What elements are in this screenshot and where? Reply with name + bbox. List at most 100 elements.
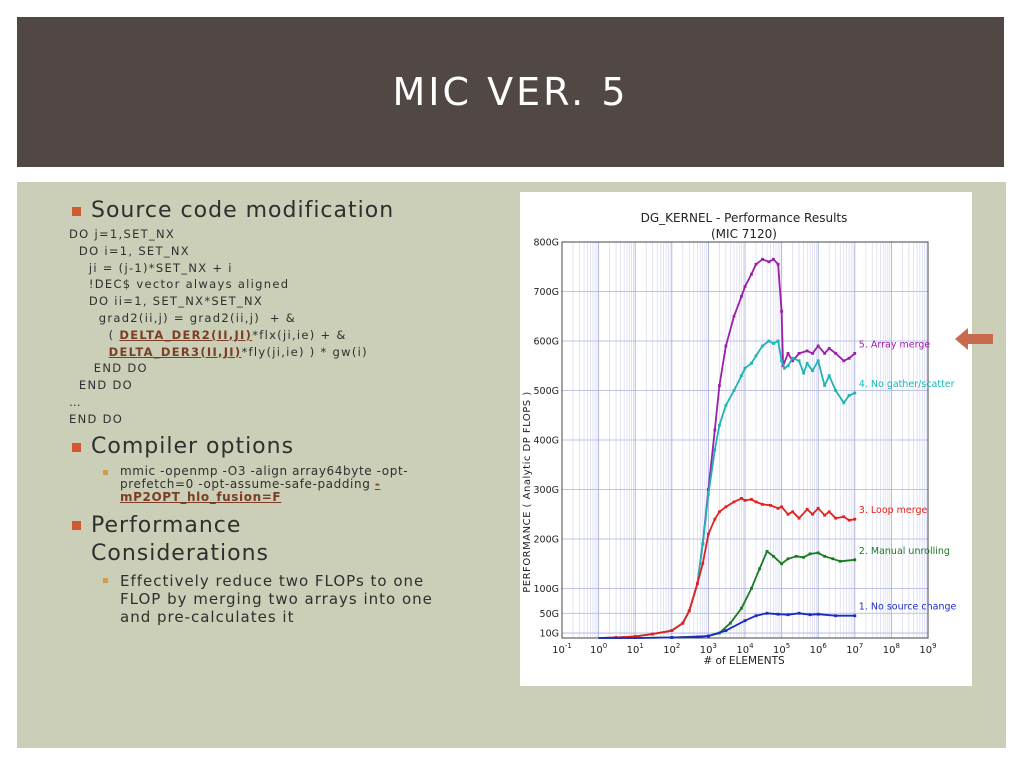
code-line: DO i=1, SET_NX xyxy=(69,243,492,260)
x-axis-label: # of ELEMENTS xyxy=(703,655,785,667)
data-point xyxy=(754,614,758,618)
data-point xyxy=(823,384,827,387)
data-point xyxy=(811,351,814,355)
code-text: ji = (j-1)*SET_NX + i xyxy=(69,260,233,275)
data-point xyxy=(718,423,721,427)
data-point xyxy=(718,510,721,514)
series-line xyxy=(598,497,855,639)
data-point xyxy=(816,506,820,510)
data-point xyxy=(780,562,783,566)
series-line xyxy=(598,612,855,639)
data-point xyxy=(769,503,772,507)
data-point xyxy=(776,612,780,616)
data-point xyxy=(797,359,801,363)
square-bullet-icon xyxy=(72,442,81,452)
code-text: END DO xyxy=(69,361,148,376)
bullet-performance-label: Performance Considerations xyxy=(91,512,269,566)
data-point xyxy=(713,448,717,452)
data-point xyxy=(797,611,801,615)
data-point xyxy=(847,518,851,522)
data-point xyxy=(823,351,827,355)
data-point xyxy=(724,403,728,407)
x-tick-label: 109 xyxy=(919,642,936,656)
code-line: grad2(ii,j) = grad2(ii,j) + & xyxy=(69,310,492,327)
data-point xyxy=(718,384,721,387)
code-text: ( xyxy=(69,327,120,342)
data-point xyxy=(740,295,743,298)
data-point xyxy=(786,351,790,355)
data-point xyxy=(776,339,780,343)
data-point xyxy=(808,552,812,556)
code-highlight: DELTA_DER3(II,JI) xyxy=(108,344,242,359)
data-point xyxy=(743,366,747,370)
code-block: DO j=1,SET_NX DO i=1, SET_NX ji = (j-1)*… xyxy=(69,226,492,428)
data-point xyxy=(853,351,857,355)
data-point xyxy=(834,516,838,520)
data-point xyxy=(847,356,851,360)
data-point xyxy=(786,364,790,368)
code-text: END DO xyxy=(69,411,124,426)
y-tick-label: 600G xyxy=(534,337,560,348)
data-point xyxy=(816,551,820,555)
data-point xyxy=(823,554,827,558)
code-line: !DEC$ vector always aligned xyxy=(69,276,492,293)
compiler-options-text: mmic -openmp -O3 -align array64byte -opt… xyxy=(120,463,453,504)
data-point xyxy=(842,515,846,519)
data-point xyxy=(853,558,857,562)
square-bullet-icon xyxy=(72,520,81,530)
data-point xyxy=(853,614,857,618)
data-point xyxy=(791,510,795,514)
data-point xyxy=(701,562,705,566)
data-point xyxy=(776,506,780,510)
code-text: grad2(ii,j) = grad2(ii,j) + & xyxy=(69,310,297,325)
y-axis-label: PERFORMANCE ( Analytic DP FLOPS ) xyxy=(522,391,533,592)
chart-panel: DG_KERNEL - Performance Results (MIC 712… xyxy=(520,192,972,686)
data-point xyxy=(732,314,736,318)
data-point xyxy=(791,356,795,360)
y-tick-label: 200G xyxy=(534,535,560,546)
data-point xyxy=(811,512,814,516)
series-label: 1. No source change xyxy=(859,602,957,613)
y-tick-label: 100G xyxy=(534,584,560,595)
data-point xyxy=(695,582,699,585)
data-point xyxy=(750,361,753,365)
data-point xyxy=(732,389,736,392)
data-point xyxy=(842,359,846,363)
chart-series-labels: 5. Array merge 4. No gather/scatter 3. Loo… xyxy=(859,339,957,612)
y-tick-label: 400G xyxy=(534,436,560,447)
data-point xyxy=(797,516,801,520)
slide-title: MIC VER. 5 xyxy=(392,70,629,114)
code-line: … xyxy=(69,394,492,411)
data-point xyxy=(780,505,783,509)
data-point xyxy=(780,309,783,313)
bullet-performance: Performance Considerations xyxy=(72,512,492,568)
x-tick-label: 101 xyxy=(627,642,644,656)
x-tick-label: 103 xyxy=(700,642,717,656)
data-point xyxy=(772,554,775,558)
compiler-flags: mmic -openmp -O3 -align array64byte -opt… xyxy=(120,463,409,491)
data-point xyxy=(724,629,728,632)
data-point xyxy=(827,374,831,378)
data-point xyxy=(713,428,717,432)
data-point xyxy=(797,351,801,355)
data-point xyxy=(750,587,753,590)
data-point xyxy=(786,557,790,561)
left-arrow-icon xyxy=(955,328,993,350)
bullet-source-code-label: Source code modification xyxy=(91,198,395,223)
data-point xyxy=(724,344,728,348)
small-square-bullet-icon xyxy=(103,469,108,475)
data-point xyxy=(780,359,783,363)
bullet-compiler-label: Compiler options xyxy=(91,433,295,459)
series-label: 5. Array merge xyxy=(859,339,931,350)
data-point xyxy=(754,354,758,358)
data-point xyxy=(743,498,747,502)
data-point xyxy=(811,369,814,373)
x-tick-label: 104 xyxy=(736,642,754,656)
data-point xyxy=(740,606,743,610)
data-point xyxy=(786,613,790,617)
data-point xyxy=(670,629,674,632)
y-tick-label: 800G xyxy=(534,238,560,249)
data-point xyxy=(707,493,710,496)
data-point xyxy=(802,371,806,375)
code-text: !DEC$ vector always aligned xyxy=(69,277,290,292)
